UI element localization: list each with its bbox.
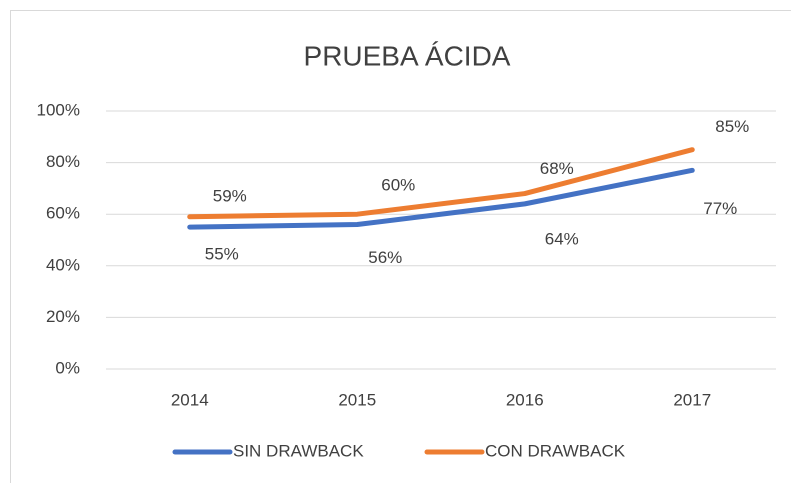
- data-label: 68%: [540, 159, 574, 178]
- legend-label: SIN DRAWBACK: [233, 441, 364, 460]
- legend-label: CON DRAWBACK: [485, 441, 626, 460]
- y-tick-label: 80%: [46, 152, 80, 171]
- chart-title: PRUEBA ÁCIDA: [304, 40, 511, 71]
- x-tick-label: 2014: [171, 390, 209, 409]
- data-label: 55%: [205, 245, 239, 264]
- data-label: 77%: [703, 199, 737, 218]
- data-label: 56%: [368, 248, 402, 267]
- y-tick-label: 20%: [46, 307, 80, 326]
- data-label: 64%: [545, 229, 579, 248]
- data-label: 60%: [381, 176, 415, 195]
- y-tick-label: 60%: [46, 204, 80, 223]
- x-tick-label: 2017: [673, 390, 711, 409]
- y-tick-label: 0%: [55, 358, 80, 377]
- y-tick-label: 100%: [37, 100, 80, 119]
- x-tick-label: 2015: [338, 390, 376, 409]
- chart-border: [10, 10, 791, 483]
- data-label: 85%: [715, 117, 749, 136]
- x-tick-label: 2016: [506, 390, 544, 409]
- series-line: [187, 147, 695, 220]
- series-line: [187, 167, 695, 230]
- y-tick-label: 40%: [46, 255, 80, 274]
- data-label: 59%: [213, 186, 247, 205]
